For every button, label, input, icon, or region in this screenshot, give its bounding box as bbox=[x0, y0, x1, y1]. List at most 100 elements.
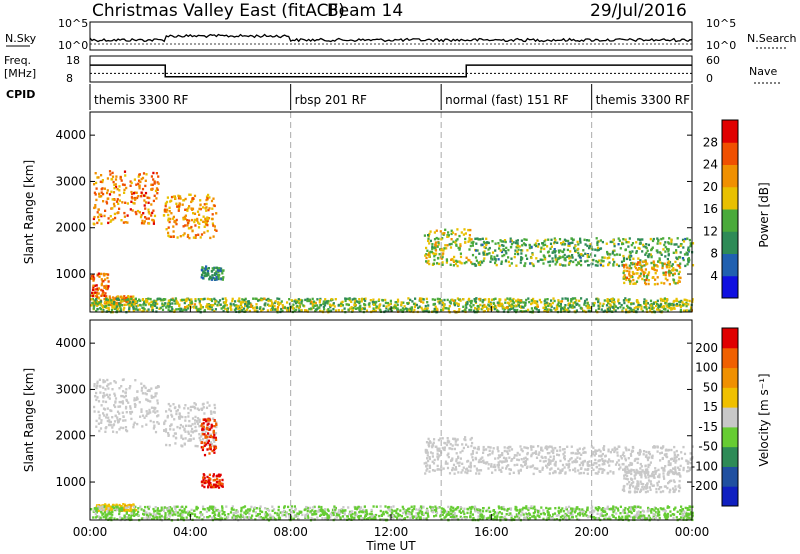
echo-cell bbox=[566, 299, 570, 302]
echo-cell bbox=[650, 261, 653, 265]
echo-cell bbox=[687, 260, 690, 264]
echo-cell bbox=[505, 259, 508, 262]
echo-cell bbox=[403, 517, 406, 521]
echo-cell bbox=[271, 305, 274, 308]
echo-cell bbox=[521, 508, 524, 511]
echo-cell bbox=[256, 513, 260, 516]
echo-cell bbox=[309, 307, 313, 310]
echo-cell bbox=[221, 505, 224, 508]
echo-cell bbox=[603, 517, 606, 521]
echo-cell bbox=[556, 241, 559, 244]
echo-cell bbox=[543, 309, 546, 313]
echo-cell bbox=[516, 308, 519, 312]
echo-cell bbox=[235, 304, 238, 307]
echo-cell bbox=[166, 208, 169, 211]
echo-cell bbox=[178, 426, 182, 430]
echo-cell bbox=[93, 291, 96, 294]
echo-cell bbox=[556, 306, 559, 310]
echo-cell bbox=[95, 298, 98, 301]
echo-cell bbox=[688, 238, 691, 242]
echo-cell bbox=[450, 505, 453, 509]
echo-cell bbox=[209, 410, 213, 413]
echo-cell bbox=[557, 301, 560, 304]
echo-cell bbox=[236, 514, 239, 517]
echo-cell bbox=[132, 192, 136, 195]
echo-cell bbox=[468, 234, 471, 237]
echo-cell bbox=[216, 518, 219, 521]
echo-cell bbox=[554, 308, 557, 312]
echo-cell bbox=[214, 478, 217, 482]
echo-cell bbox=[359, 510, 362, 513]
echo-cell bbox=[489, 260, 492, 263]
echo-cell bbox=[663, 262, 666, 265]
echo-cell bbox=[531, 515, 534, 518]
echo-cell bbox=[393, 305, 396, 308]
echo-cell bbox=[146, 513, 149, 516]
echo-cell bbox=[201, 306, 204, 309]
echo-cell bbox=[363, 509, 366, 512]
echo-cell bbox=[195, 505, 198, 509]
echo-cell bbox=[174, 513, 177, 516]
echo-cell bbox=[639, 274, 642, 278]
echo-cell bbox=[463, 309, 466, 312]
echo-cell bbox=[103, 394, 106, 397]
echo-cell bbox=[611, 250, 615, 253]
echo-cell bbox=[366, 513, 369, 516]
echo-cell bbox=[208, 404, 211, 407]
echo-cell bbox=[214, 266, 217, 270]
echo-cell bbox=[636, 268, 639, 271]
echo-cell bbox=[128, 509, 131, 512]
echo-cell bbox=[647, 282, 650, 286]
echo-cell bbox=[500, 262, 503, 265]
echo-cell bbox=[680, 505, 683, 508]
echo-cell bbox=[205, 265, 208, 268]
echo-cell bbox=[93, 191, 96, 194]
echo-cell bbox=[128, 304, 131, 307]
echo-cell bbox=[390, 309, 394, 312]
echo-cell bbox=[314, 309, 317, 313]
echo-cell bbox=[324, 517, 327, 520]
echo-cell bbox=[567, 263, 571, 266]
echo-cell bbox=[391, 306, 394, 310]
echo-cell bbox=[98, 414, 101, 417]
echo-cell bbox=[558, 263, 562, 266]
echo-cell bbox=[370, 515, 373, 518]
echo-cell bbox=[294, 298, 297, 302]
echo-cell bbox=[94, 395, 97, 398]
echo-cell bbox=[184, 419, 187, 422]
echo-cell bbox=[201, 428, 204, 431]
echo-cell bbox=[222, 269, 225, 272]
echo-cell bbox=[477, 261, 480, 264]
echo-cell bbox=[117, 420, 120, 423]
echo-cell bbox=[637, 276, 640, 280]
echo-cell bbox=[100, 288, 103, 292]
echo-cell bbox=[603, 256, 606, 259]
echo-cell bbox=[149, 400, 152, 403]
echo-cell bbox=[659, 297, 662, 301]
echo-cell bbox=[194, 299, 197, 303]
echo-cell bbox=[405, 309, 408, 313]
echo-cell bbox=[308, 307, 311, 311]
echo-cell bbox=[142, 194, 146, 197]
echo-cell bbox=[573, 246, 576, 249]
echo-cell bbox=[166, 196, 169, 199]
echo-cell bbox=[100, 421, 103, 424]
echo-cell bbox=[443, 304, 446, 307]
echo-cell bbox=[433, 246, 436, 249]
echo-cell bbox=[263, 513, 267, 516]
echo-cell bbox=[437, 300, 440, 303]
echo-cell bbox=[691, 264, 695, 267]
echo-cell bbox=[199, 236, 202, 239]
echo-cell bbox=[168, 513, 171, 517]
echo-cell bbox=[481, 300, 484, 304]
echo-cell bbox=[149, 419, 152, 423]
echo-cell bbox=[531, 309, 535, 313]
echo-cell bbox=[212, 276, 215, 280]
echo-cell bbox=[483, 303, 486, 307]
echo-cell bbox=[128, 503, 131, 507]
echo-cell bbox=[220, 278, 223, 281]
echo-cell bbox=[177, 415, 181, 419]
echo-cell bbox=[204, 418, 207, 421]
echo-cell bbox=[621, 263, 624, 267]
echo-cell bbox=[503, 515, 507, 518]
